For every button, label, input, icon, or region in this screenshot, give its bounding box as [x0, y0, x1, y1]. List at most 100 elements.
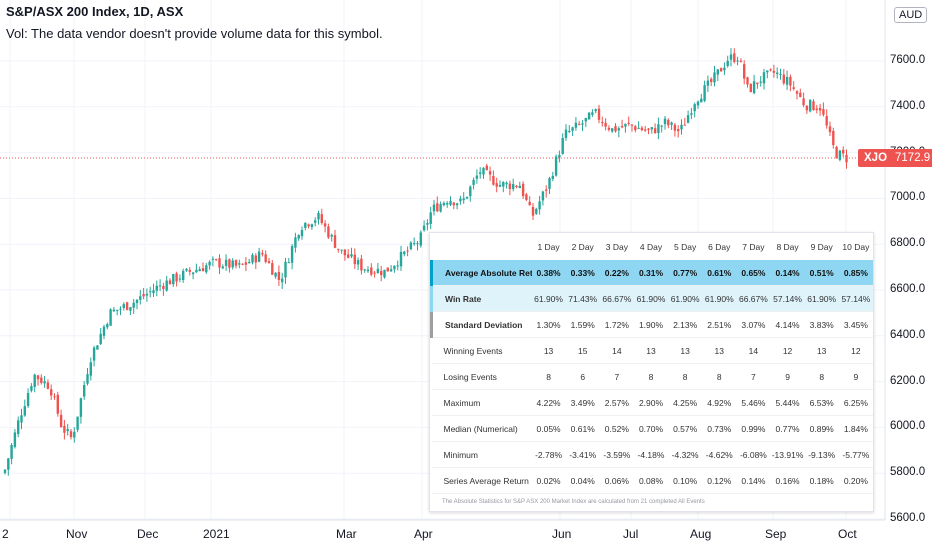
candle-body: [129, 307, 132, 311]
stats-cell: 0.16%: [770, 467, 805, 494]
x-tick-label: Sep: [765, 527, 787, 541]
stats-row-label: Win Rate: [430, 285, 532, 312]
stats-cell: 61.90%: [702, 285, 737, 312]
candle-body: [96, 345, 99, 350]
volume-note: Vol: The data vendor doesn't provide vol…: [6, 26, 383, 41]
candle-body: [300, 229, 304, 237]
candle-body: [122, 304, 125, 309]
chart-title: S&P/ASX 200 Index, 1D, ASX: [6, 4, 184, 19]
candle-body: [112, 309, 116, 312]
candle-body: [597, 108, 601, 120]
candle-body: [736, 60, 739, 62]
candle-body: [776, 72, 779, 75]
candle-body: [165, 280, 168, 291]
candle-body: [729, 54, 733, 60]
stats-cell: 0.77%: [770, 415, 805, 442]
stats-cell: 0.99%: [736, 415, 771, 442]
candle-body: [726, 60, 729, 66]
candle-body: [508, 183, 512, 190]
candle-body: [822, 109, 825, 115]
stats-footnote: The Absolute Statistics for S&P ASX 200 …: [442, 499, 705, 505]
candle-body: [558, 154, 561, 158]
stats-row-label: Series Average Return: [431, 467, 532, 494]
stats-cell: 1.30%: [531, 311, 566, 338]
candle-body: [172, 274, 175, 285]
stats-cell: 8: [668, 363, 703, 390]
stats-row-label: Average Absolute Return: [430, 260, 532, 286]
candle-body: [284, 261, 287, 278]
candle-body: [611, 128, 614, 132]
stats-row: Losing Events 8 6 7 8 8 8 7 9 8 9: [431, 363, 873, 390]
stats-cell: 0.38%: [531, 260, 566, 286]
candle-body: [564, 129, 568, 138]
candle-body: [842, 149, 845, 154]
x-tick-label: 2: [2, 527, 9, 541]
candle-body: [248, 261, 251, 264]
stats-cell: 61.90%: [804, 285, 839, 312]
candle-body: [277, 271, 281, 280]
candle-body: [274, 272, 277, 277]
candle-body: [231, 260, 234, 268]
candle-body: [409, 242, 413, 250]
candle-body: [551, 175, 554, 179]
stats-cell: 71.43%: [565, 285, 600, 312]
candle-body: [419, 232, 422, 246]
stats-row-label: Median (Numerical): [431, 415, 532, 442]
candle-body: [347, 254, 350, 258]
stats-cell: 14: [599, 337, 634, 364]
stats-cell: 9: [770, 363, 805, 390]
candle-body: [413, 242, 416, 244]
stats-cell: 0.10%: [668, 467, 703, 494]
candle-body: [630, 124, 634, 126]
candle-body: [20, 415, 23, 423]
candle-body: [663, 118, 667, 125]
stats-cell: 8: [531, 363, 566, 390]
candle-body: [195, 269, 198, 273]
candle-body: [393, 265, 396, 270]
candle-body: [531, 206, 535, 216]
candle-body: [353, 254, 356, 265]
stats-corner: [432, 233, 532, 260]
stats-cell: 66.67%: [736, 285, 771, 312]
stats-cell: -5.77%: [838, 441, 873, 468]
candle-body: [749, 83, 752, 93]
candle-body: [218, 258, 221, 268]
candle-body: [472, 179, 475, 185]
stats-cell: 0.06%: [599, 467, 634, 494]
candle-body: [317, 213, 320, 220]
stats-cell: -4.18%: [633, 441, 669, 468]
stats-cell: 57.14%: [838, 285, 873, 312]
candle-body: [594, 109, 597, 112]
stats-cell: 13: [668, 337, 703, 364]
candle-body: [498, 184, 502, 187]
y-tick-label: 7400.0: [890, 99, 926, 112]
candle-body: [281, 278, 284, 283]
candle-body: [614, 126, 617, 132]
stats-cell: 66.67%: [599, 285, 634, 312]
candle-body: [683, 124, 686, 126]
stats-cell: 1.59%: [565, 311, 600, 338]
candle-body: [667, 119, 670, 126]
candle-body: [838, 150, 842, 160]
candle-body: [459, 198, 462, 202]
stats-cell: 0.70%: [633, 415, 669, 442]
candle-body: [488, 171, 492, 175]
candle-body: [323, 223, 327, 227]
candle-body: [818, 107, 822, 111]
candle-body: [406, 250, 409, 252]
stats-cell: 15: [565, 337, 600, 364]
candles: [3, 48, 848, 476]
candle-body: [670, 122, 673, 125]
candle-body: [515, 185, 518, 188]
stats-cell: 13: [702, 337, 737, 364]
stats-col-header: 10 Day: [842, 241, 870, 252]
stats-col-header: 8 Day: [776, 241, 799, 252]
candle-body: [733, 53, 736, 62]
candle-body: [696, 101, 700, 106]
currency-button[interactable]: AUD: [894, 7, 928, 23]
candle-body: [26, 393, 30, 406]
stats-cell: 0.08%: [633, 467, 669, 494]
stats-row: Minimum -2.78% -3.41% -3.59% -4.18% -4.32% -4.…: [431, 441, 873, 468]
candle-body: [746, 77, 749, 85]
